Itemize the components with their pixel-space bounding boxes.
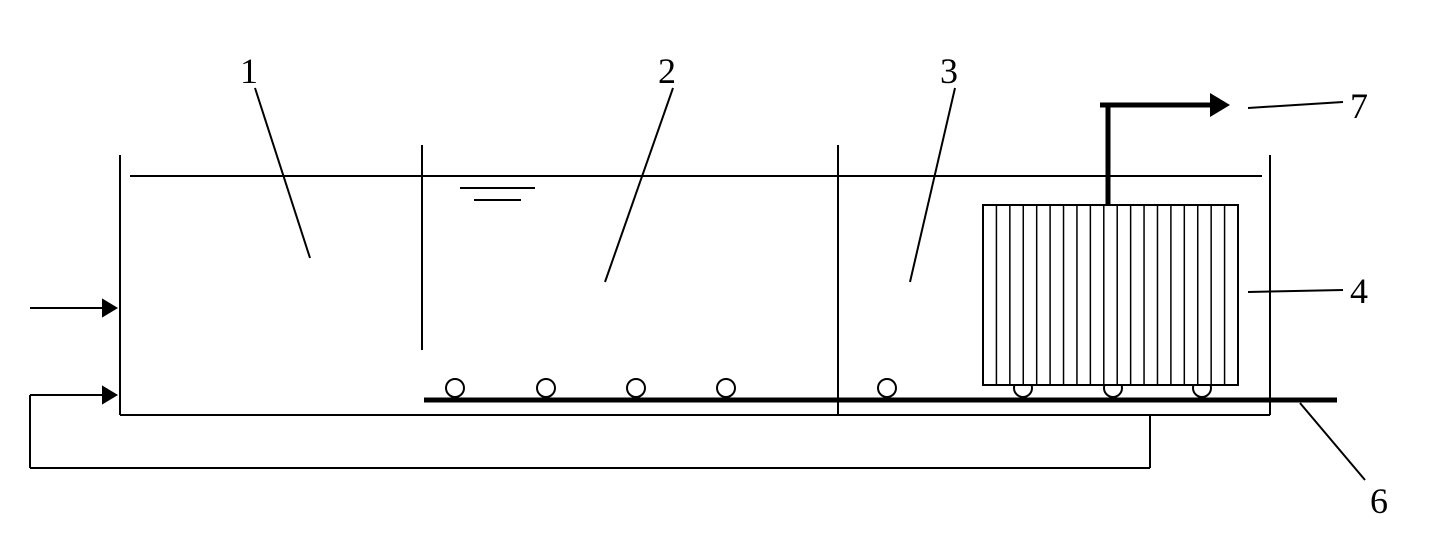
callout-label-7: 7: [1350, 85, 1368, 127]
callout-label-2: 2: [658, 50, 676, 92]
callout-label-1: 1: [240, 50, 258, 92]
callout-label-3: 3: [940, 50, 958, 92]
callout-label-6: 6: [1370, 480, 1388, 522]
callout-label-4: 4: [1350, 270, 1368, 312]
diagram-svg: [0, 0, 1449, 542]
schematic-diagram: 1 2 3 7 4 6: [0, 0, 1449, 542]
